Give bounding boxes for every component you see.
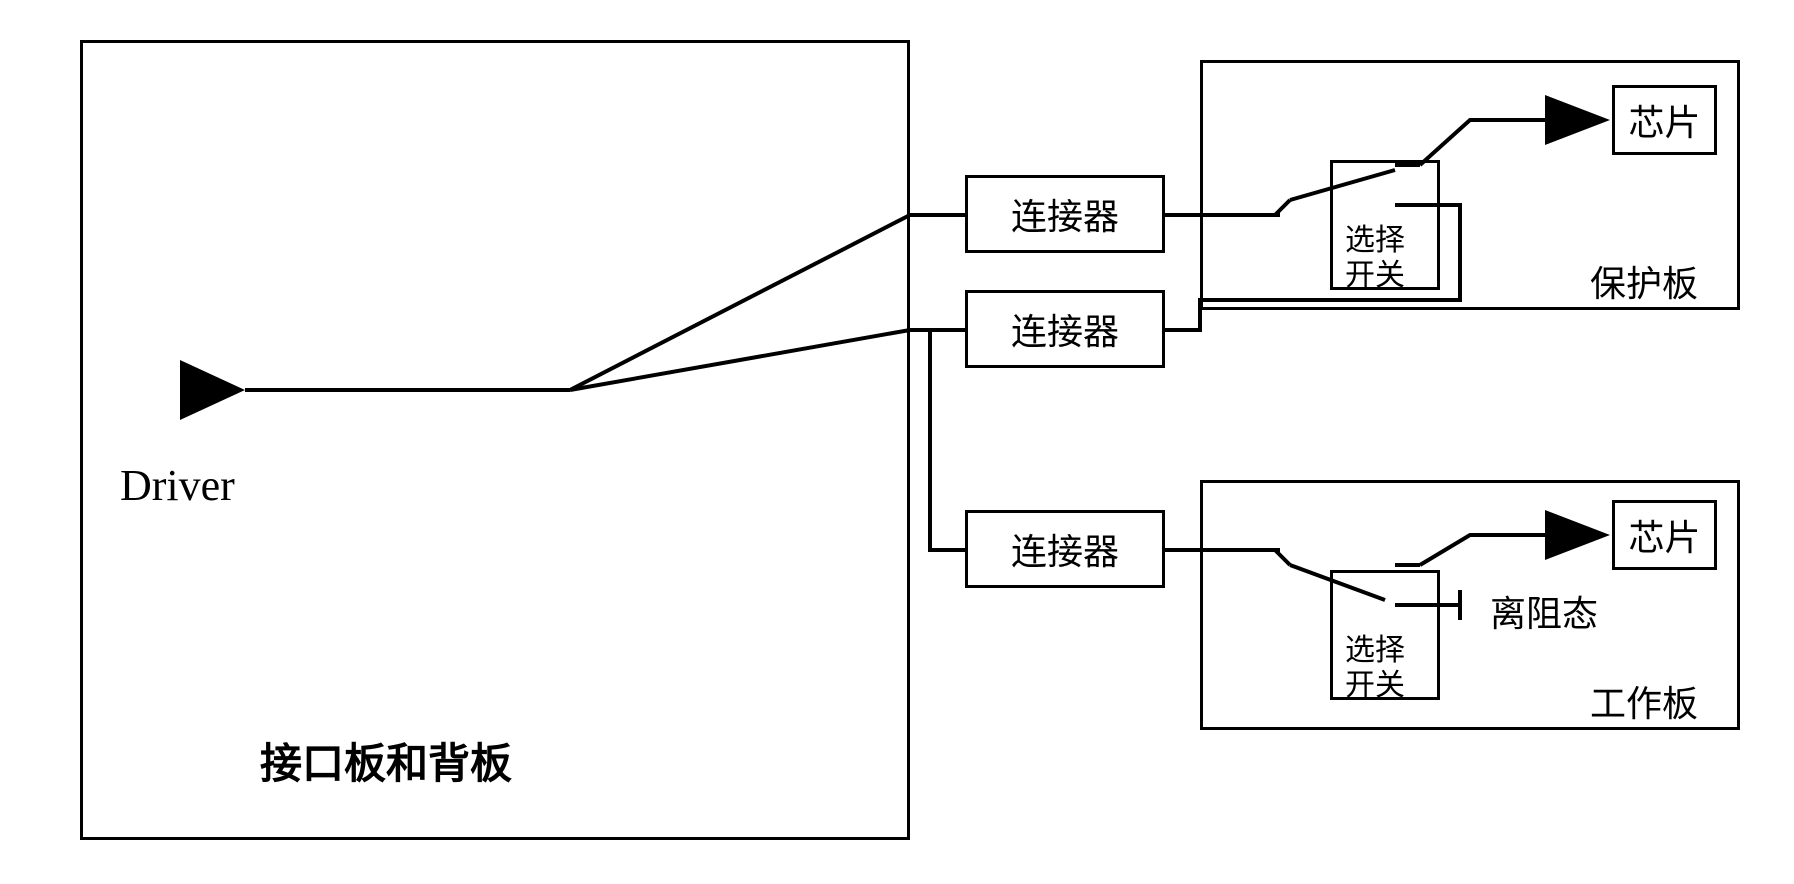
- chip-2-box: 芯片: [1612, 500, 1717, 570]
- main-board-label: 接口板和背板: [260, 730, 512, 791]
- connector-1-label: 连接器: [1011, 188, 1119, 240]
- connector-2-label: 连接器: [1011, 303, 1119, 355]
- driver-label: Driver: [120, 460, 235, 511]
- chip-1-label: 芯片: [1628, 94, 1700, 146]
- connector-2-box: 连接器: [965, 290, 1165, 368]
- connector-1-box: 连接器: [965, 175, 1165, 253]
- high-impedance-label: 离阻态: [1490, 585, 1598, 637]
- chip-1-box: 芯片: [1612, 85, 1717, 155]
- connector-3-box: 连接器: [965, 510, 1165, 588]
- switch-2-label-2: 开关: [1345, 660, 1405, 704]
- connector-3-label: 连接器: [1011, 523, 1119, 575]
- protection-board-label: 保护板: [1590, 255, 1698, 307]
- work-board-label: 工作板: [1590, 675, 1698, 727]
- switch-1-label-2: 开关: [1345, 250, 1405, 294]
- chip-2-label: 芯片: [1628, 509, 1700, 561]
- main-board-box: [80, 40, 910, 840]
